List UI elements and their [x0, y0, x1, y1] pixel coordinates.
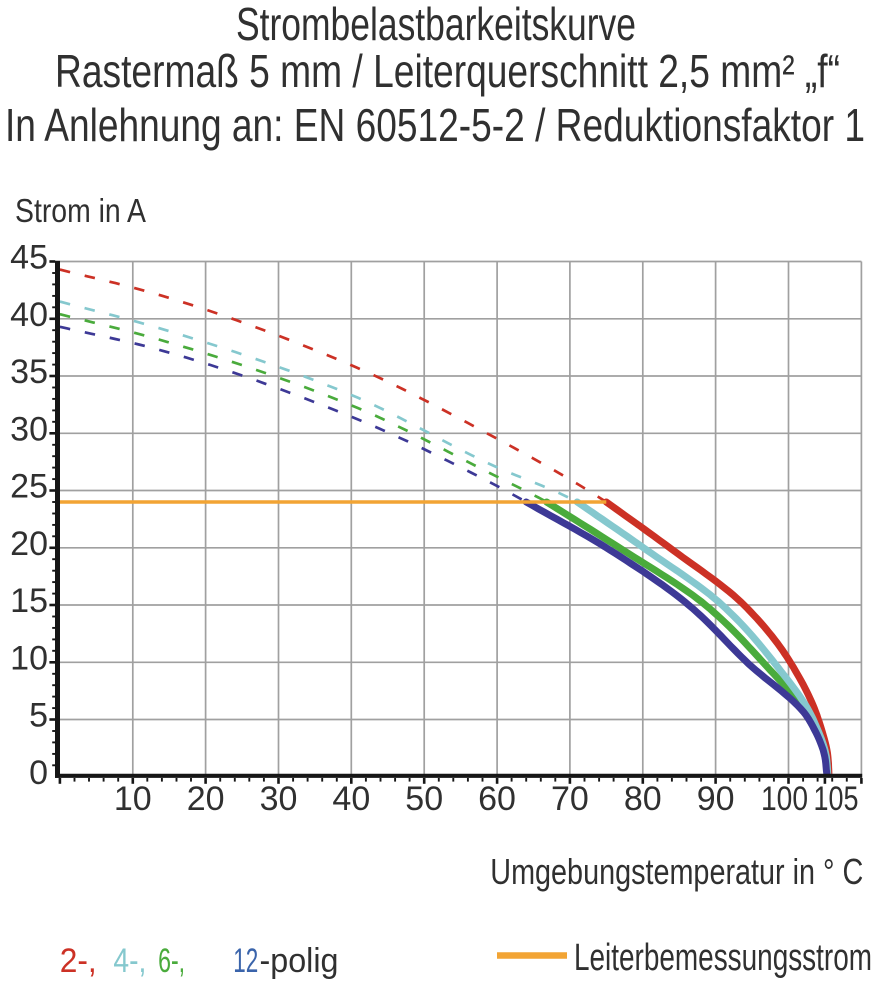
svg-text:40: 40	[332, 780, 370, 818]
svg-text:50: 50	[405, 780, 443, 818]
svg-text:45: 45	[10, 239, 48, 277]
svg-text:15: 15	[10, 582, 48, 620]
svg-text:105: 105	[814, 780, 859, 818]
svg-text:70: 70	[551, 780, 589, 818]
svg-text:4-,: 4-,	[113, 942, 146, 980]
svg-text:25: 25	[10, 468, 48, 506]
svg-text:80: 80	[624, 780, 662, 818]
svg-text:10: 10	[10, 639, 48, 677]
svg-text:Strombelastbarkeitskurve: Strombelastbarkeitskurve	[236, 0, 636, 50]
svg-text:30: 30	[10, 410, 48, 448]
svg-text:35: 35	[10, 353, 48, 391]
svg-text:-polig: -polig	[260, 942, 339, 980]
svg-text:20: 20	[187, 780, 225, 818]
svg-text:Strom in A: Strom in A	[15, 192, 146, 229]
svg-text:0: 0	[29, 754, 48, 792]
svg-text:12: 12	[233, 942, 258, 980]
svg-text:20: 20	[10, 525, 48, 563]
svg-text:Rastermaß 5 mm / Leiterquersch: Rastermaß 5 mm / Leiterquerschnitt 2,5 m…	[55, 45, 840, 97]
svg-text:2-,: 2-,	[60, 942, 97, 980]
svg-text:10: 10	[114, 780, 152, 818]
svg-text:Leiterbemessungsstrom: Leiterbemessungsstrom	[574, 937, 872, 979]
svg-text:Umgebungstemperatur in ° C: Umgebungstemperatur in ° C	[490, 851, 863, 892]
svg-text:5: 5	[29, 697, 48, 735]
svg-text:100: 100	[761, 780, 808, 818]
svg-text:60: 60	[478, 780, 516, 818]
svg-text:90: 90	[697, 780, 735, 818]
svg-text:40: 40	[10, 296, 48, 334]
svg-text:6-,: 6-,	[158, 942, 185, 980]
svg-text:30: 30	[260, 780, 298, 818]
svg-text:In Anlehnung an: EN 60512-5-2: In Anlehnung an: EN 60512-5-2 / Reduktio…	[5, 99, 865, 151]
